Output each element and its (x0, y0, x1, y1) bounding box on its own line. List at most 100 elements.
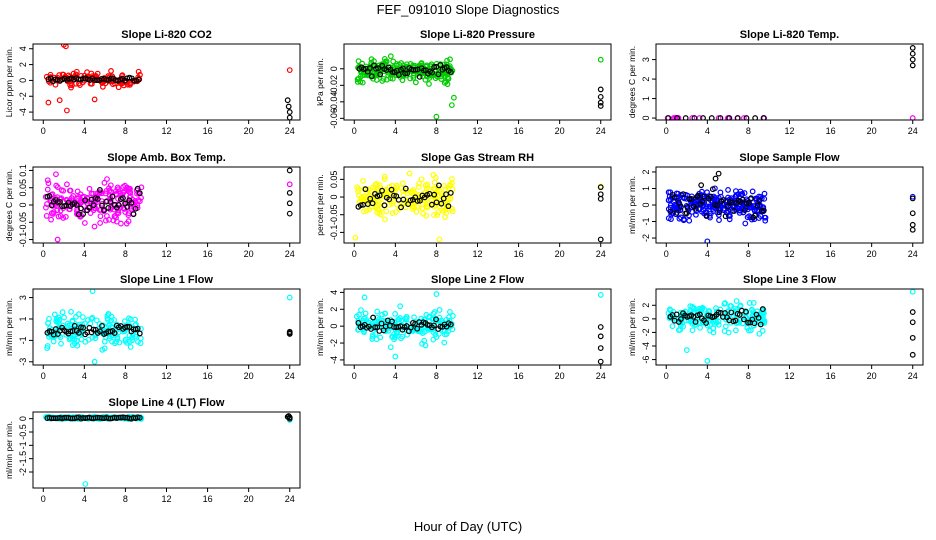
mean-point (124, 323, 131, 330)
data-point (389, 210, 396, 217)
y-tick-label: 0 (329, 195, 339, 200)
x-tick-label: 20 (555, 371, 565, 381)
mean-point (111, 330, 118, 336)
y-tick-label: -0.05 (18, 212, 28, 233)
mean-point (708, 115, 715, 120)
data-point (369, 332, 376, 338)
mean-point (760, 115, 767, 120)
mean-point (597, 93, 604, 100)
data-point (430, 172, 437, 178)
y-tick-label: -0.04 (329, 92, 339, 113)
mean-point (402, 70, 409, 77)
panel-title: Slope Gas Stream RH (421, 152, 534, 164)
data-point (54, 207, 61, 214)
data-point (750, 299, 757, 306)
data-point (61, 314, 67, 321)
points-layer (43, 44, 293, 120)
mean-point (688, 196, 695, 202)
data-point (699, 304, 706, 311)
mean-point (677, 316, 684, 322)
data-point (91, 358, 98, 365)
mean-point (714, 202, 721, 209)
x-tick-label: 24 (908, 249, 918, 259)
data-point (665, 197, 672, 203)
mean-point (96, 328, 103, 335)
mean-point (751, 320, 758, 327)
data-point (441, 339, 448, 346)
panel: Slope Gas Stream RH percent per min. 0 4 8 12… (315, 152, 612, 259)
data-point (366, 319, 373, 326)
mean-point (80, 324, 86, 331)
mean-point (597, 184, 604, 191)
data-point (447, 56, 453, 63)
mean-point (597, 103, 604, 109)
mean-point (407, 324, 414, 331)
data-point (700, 206, 707, 213)
mean-point (752, 115, 759, 120)
data-point (407, 75, 414, 82)
data-point (87, 210, 94, 216)
x-tick-label: 16 (514, 371, 524, 381)
data-point (108, 68, 114, 74)
data-point (361, 72, 368, 78)
data-point (406, 170, 413, 177)
mean-point (707, 193, 714, 200)
mean-point (420, 67, 427, 74)
data-point (66, 206, 73, 213)
data-point (67, 335, 74, 342)
data-point (137, 335, 144, 342)
x-tick-label: 12 (784, 249, 794, 259)
data-point (421, 328, 428, 335)
mean-point (699, 198, 706, 205)
data-point (356, 311, 362, 318)
mean-point (46, 193, 53, 199)
data-point (381, 173, 388, 180)
data-point (690, 305, 696, 312)
data-point (127, 185, 133, 192)
x-tick-label: 8 (746, 126, 751, 136)
mean-point (435, 71, 442, 78)
x-tick-label: 20 (555, 249, 565, 259)
x-tick-label: 0 (41, 494, 46, 504)
panel-title: Slope Line 3 Flow (743, 274, 836, 286)
data-point (759, 327, 766, 334)
mean-point (909, 334, 916, 341)
x-tick-label: 0 (352, 126, 357, 136)
data-point (48, 216, 54, 223)
x-tick-label: 16 (514, 249, 524, 259)
mean-point (284, 97, 291, 104)
data-point (91, 96, 98, 103)
data-point (358, 307, 364, 314)
mean-point (673, 311, 680, 318)
mean-point (732, 317, 739, 324)
mean-point (597, 191, 604, 198)
data-point (422, 182, 429, 189)
points-layer (352, 170, 604, 243)
points-layer (665, 170, 916, 243)
y-tick-label: -4 (18, 108, 28, 116)
data-point (747, 327, 754, 334)
data-point (377, 334, 384, 341)
data-point (666, 306, 673, 313)
mean-point (96, 187, 103, 193)
mean-point (447, 189, 454, 196)
data-point (387, 53, 394, 60)
x-tick-label: 24 (285, 371, 295, 381)
data-point (374, 209, 381, 216)
y-tick-label: 1 (641, 186, 651, 191)
data-point (88, 315, 95, 322)
y-axis-label: Licor ppm per min. (4, 47, 14, 117)
mean-point (414, 198, 421, 204)
points-layer (354, 53, 604, 120)
panel-title: Slope Amb. Box Temp. (107, 152, 226, 164)
data-point (710, 208, 717, 215)
data-point (434, 212, 441, 218)
data-point (704, 358, 711, 364)
mean-point (712, 175, 719, 182)
data-point (419, 205, 426, 212)
points-layer (665, 289, 916, 364)
x-tick-label: 20 (867, 126, 877, 136)
data-point (762, 217, 769, 224)
data-point (129, 337, 136, 344)
